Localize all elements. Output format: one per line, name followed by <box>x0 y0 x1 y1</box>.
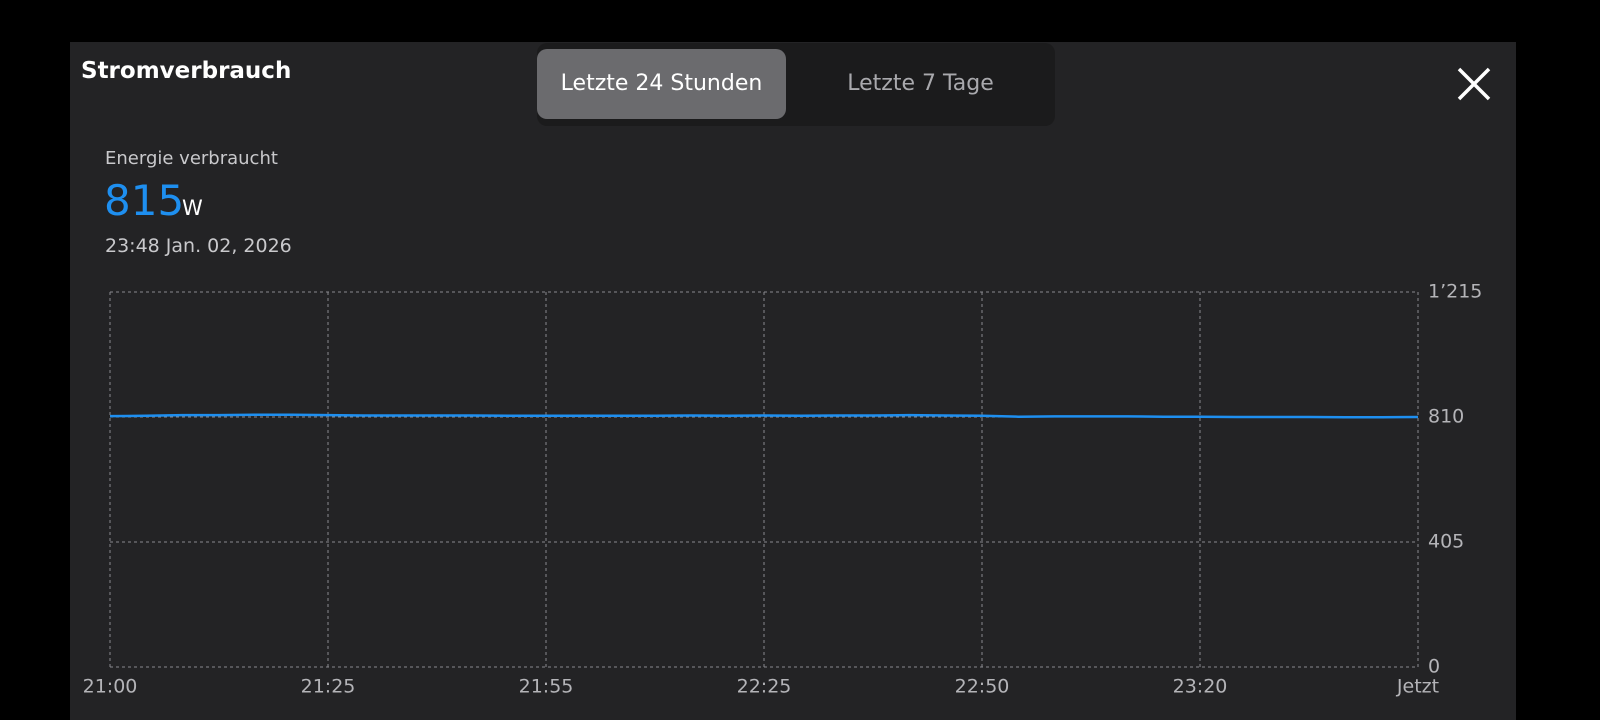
x-tick-label: 22:50 <box>955 676 1010 698</box>
x-tick-label: 21:00 <box>83 676 138 698</box>
summary-value: 815 <box>104 176 185 225</box>
x-tick-label: 21:25 <box>301 676 356 698</box>
tab[interactable]: Letzte 24 Stunden <box>537 49 786 119</box>
data-line <box>109 413 1419 419</box>
close-button[interactable] <box>1456 66 1492 102</box>
y-tick-label: 0 <box>1428 656 1440 678</box>
y-tick-label: 1’215 <box>1428 281 1482 303</box>
y-tick-label: 810 <box>1428 406 1464 428</box>
tab[interactable]: Letzte 7 Tage <box>847 71 994 96</box>
summary-label: Energie verbraucht <box>105 148 278 169</box>
x-tick-label: Jetzt <box>1396 676 1439 698</box>
dialog <box>70 42 1516 720</box>
summary-unit: W <box>182 196 203 220</box>
x-tick-label: 21:55 <box>519 676 574 698</box>
summary-timestamp: 23:48 Jan. 02, 2026 <box>105 235 292 257</box>
y-tick-label: 405 <box>1428 531 1464 553</box>
x-tick-label: 22:25 <box>737 676 792 698</box>
x-tick-label: 23:20 <box>1173 676 1228 698</box>
dialog-title: Stromverbrauch <box>81 58 292 84</box>
